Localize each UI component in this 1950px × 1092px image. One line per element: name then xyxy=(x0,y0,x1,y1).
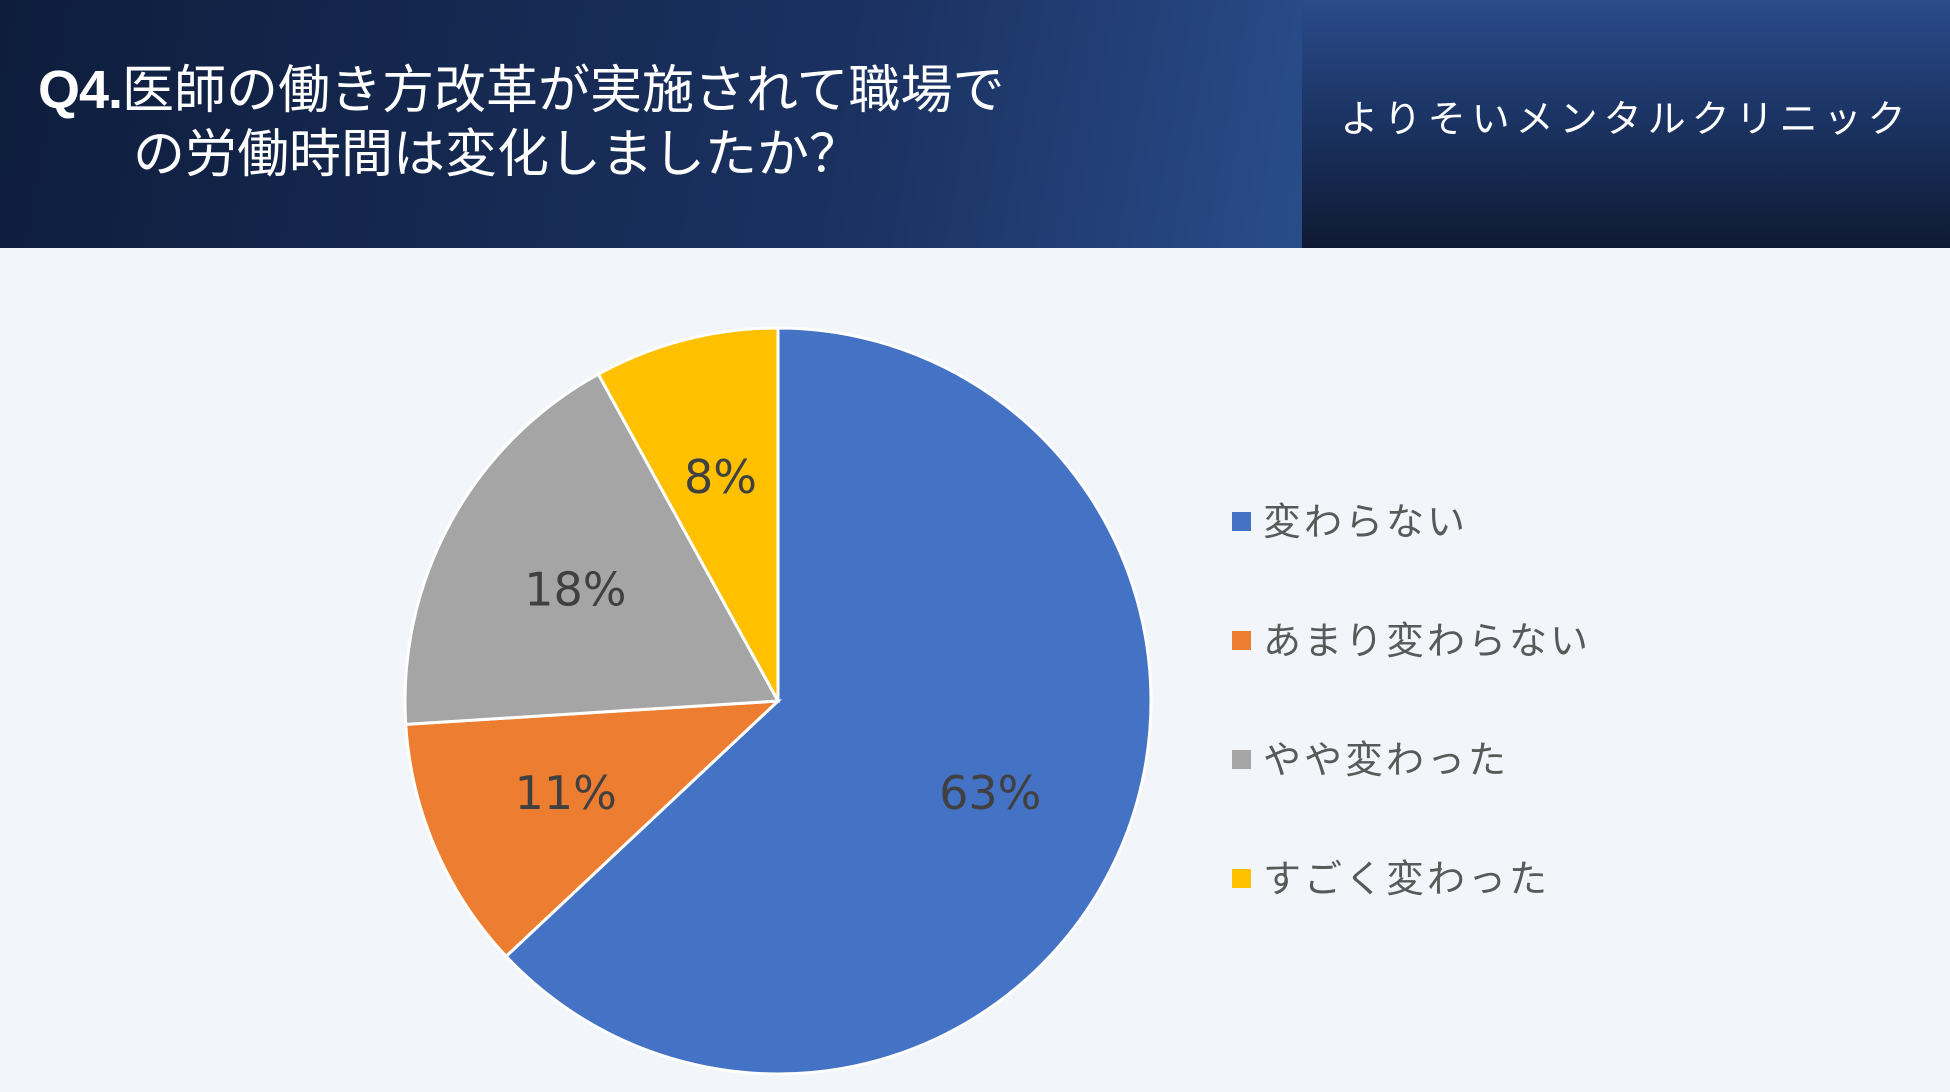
legend-swatch xyxy=(1232,511,1251,531)
legend-swatch xyxy=(1232,749,1251,769)
legend-label: 変わらない xyxy=(1263,499,1469,544)
header-brand-panel xyxy=(1302,0,1950,248)
data-label-4: 8% xyxy=(684,450,757,504)
data-label-1: 63% xyxy=(939,766,1041,820)
pie-slice-3 xyxy=(403,372,781,727)
title-line-2: の労働時間は変化しましたか？ xyxy=(133,125,862,185)
legend-swatch xyxy=(1232,630,1251,650)
chart-legend: 変わらないあまり変わらない やや変わった すごく変わった xyxy=(1232,488,1591,964)
legend-swatch xyxy=(1232,868,1251,888)
page-title: Q4.医師の働き方改革が実施されて職場で の労働時間は変化しましたか？ xyxy=(38,58,1218,187)
pie-slice-2 xyxy=(404,699,783,959)
legend-label: あまり変わらない xyxy=(1263,618,1592,663)
data-label-3: 18% xyxy=(524,563,626,617)
legend-item-2: あまり変わらない xyxy=(1232,607,1591,667)
legend-label: やや変わった xyxy=(1263,737,1510,782)
pie-slice-1 xyxy=(503,326,1153,1076)
legend-item-1: 変わらない xyxy=(1232,488,1591,548)
legend-item-3: やや変わった xyxy=(1232,726,1591,786)
data-label-2: 11% xyxy=(515,766,617,820)
legend-label: すごく変わった xyxy=(1263,856,1551,901)
pie-slice-4 xyxy=(596,326,780,702)
question-number: Q4. xyxy=(38,60,123,120)
clinic-name: よりそいメンタルクリニック xyxy=(1340,97,1912,141)
title-line-1: 医師の働き方改革が実施されて職場で xyxy=(122,61,1005,121)
legend-item-4: すごく変わった xyxy=(1232,845,1591,905)
